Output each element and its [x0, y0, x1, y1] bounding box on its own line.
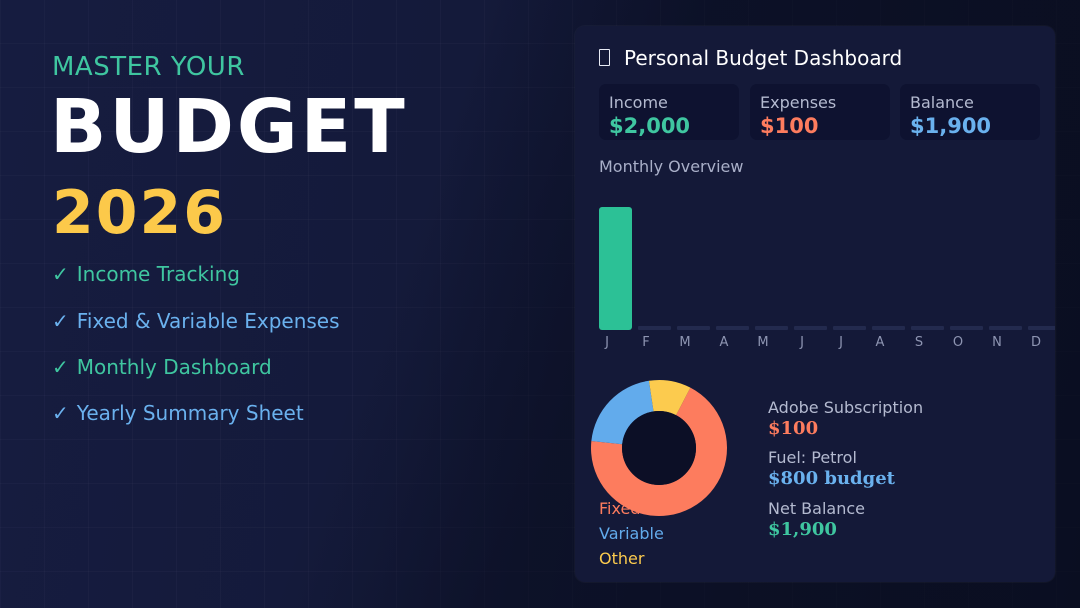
balance-card-value: $1,900	[910, 114, 992, 138]
income-card-value: $2,000	[609, 114, 691, 138]
bar-9	[950, 326, 983, 330]
bar-1	[638, 326, 671, 330]
expenses-card-label: Expenses	[760, 93, 837, 112]
feature-expenses: ✓ Fixed & Variable Expenses	[52, 309, 340, 333]
donut-hole	[622, 411, 696, 485]
tick-label-5: J	[799, 335, 804, 350]
expense-donut-chart	[591, 380, 727, 516]
tick-label-1: F	[642, 335, 649, 350]
tick-label-10: N	[992, 335, 1002, 350]
tick-label-7: A	[876, 335, 885, 350]
hero-title: BUDGET	[50, 84, 408, 170]
donut-slice-2	[648, 380, 691, 416]
monthly-overview-label: Monthly Overview	[599, 157, 744, 176]
balance-card-label: Balance	[910, 93, 974, 112]
tick-label-2: M	[679, 335, 690, 350]
bar-5	[794, 326, 827, 330]
tick-label-0: J	[604, 335, 609, 350]
bar-10	[989, 326, 1022, 330]
legend-other: Other	[599, 549, 645, 568]
dashboard-panel: Personal Budget Dashboard Income $2,000 …	[575, 26, 1055, 582]
expenses-card: Expenses $100	[750, 84, 890, 140]
hero-kicker: MASTER YOUR	[52, 52, 245, 82]
feature-income-tracking: ✓ Income Tracking	[52, 262, 240, 286]
detail-adobe-value: $100	[768, 418, 819, 439]
detail-fuel-value: $800 budget	[768, 468, 895, 489]
tick-label-6: J	[838, 335, 843, 350]
income-card: Income $2,000	[599, 84, 739, 140]
bar-4	[755, 326, 788, 330]
check-icon: ✓	[52, 262, 69, 286]
expenses-card-value: $100	[760, 114, 819, 138]
tick-label-8: S	[915, 335, 923, 350]
donut-slice-0	[591, 387, 727, 516]
balance-card: Balance $1,900	[900, 84, 1040, 140]
bar-6	[833, 326, 866, 330]
bar-2	[677, 326, 710, 330]
feature-monthly-dashboard: ✓ Monthly Dashboard	[52, 355, 272, 379]
legend-fixed: Fixed	[599, 499, 641, 518]
bar-3	[716, 326, 749, 330]
check-icon: ✓	[52, 309, 69, 333]
feature-label: Income Tracking	[76, 262, 240, 286]
tick-label-11: D	[1031, 335, 1041, 350]
feature-label: Yearly Summary Sheet	[76, 401, 304, 425]
legend-variable: Variable	[599, 524, 664, 543]
tick-label-3: A	[720, 335, 729, 350]
bar-0	[599, 207, 632, 330]
bar-7	[872, 326, 905, 330]
bar-8	[911, 326, 944, 330]
check-icon: ✓	[52, 355, 69, 379]
detail-fuel-label: Fuel: Petrol	[768, 448, 857, 467]
feature-label: Monthly Dashboard	[76, 355, 272, 379]
dashboard-title: Personal Budget Dashboard	[599, 46, 902, 70]
detail-net-value: $1,900	[768, 519, 837, 540]
check-icon: ✓	[52, 401, 69, 425]
tick-label-4: M	[757, 335, 768, 350]
income-card-label: Income	[609, 93, 668, 112]
detail-adobe-label: Adobe Subscription	[768, 398, 924, 417]
clipboard-icon	[599, 49, 610, 66]
bar-11	[1028, 326, 1055, 330]
donut-slice-1	[591, 380, 654, 445]
feature-yearly-summary: ✓ Yearly Summary Sheet	[52, 401, 304, 425]
detail-net-label: Net Balance	[768, 499, 865, 518]
feature-label: Fixed & Variable Expenses	[76, 309, 340, 333]
hero-year: 2026	[52, 178, 227, 248]
tick-label-9: O	[953, 335, 963, 350]
dashboard-title-text: Personal Budget Dashboard	[624, 46, 903, 70]
